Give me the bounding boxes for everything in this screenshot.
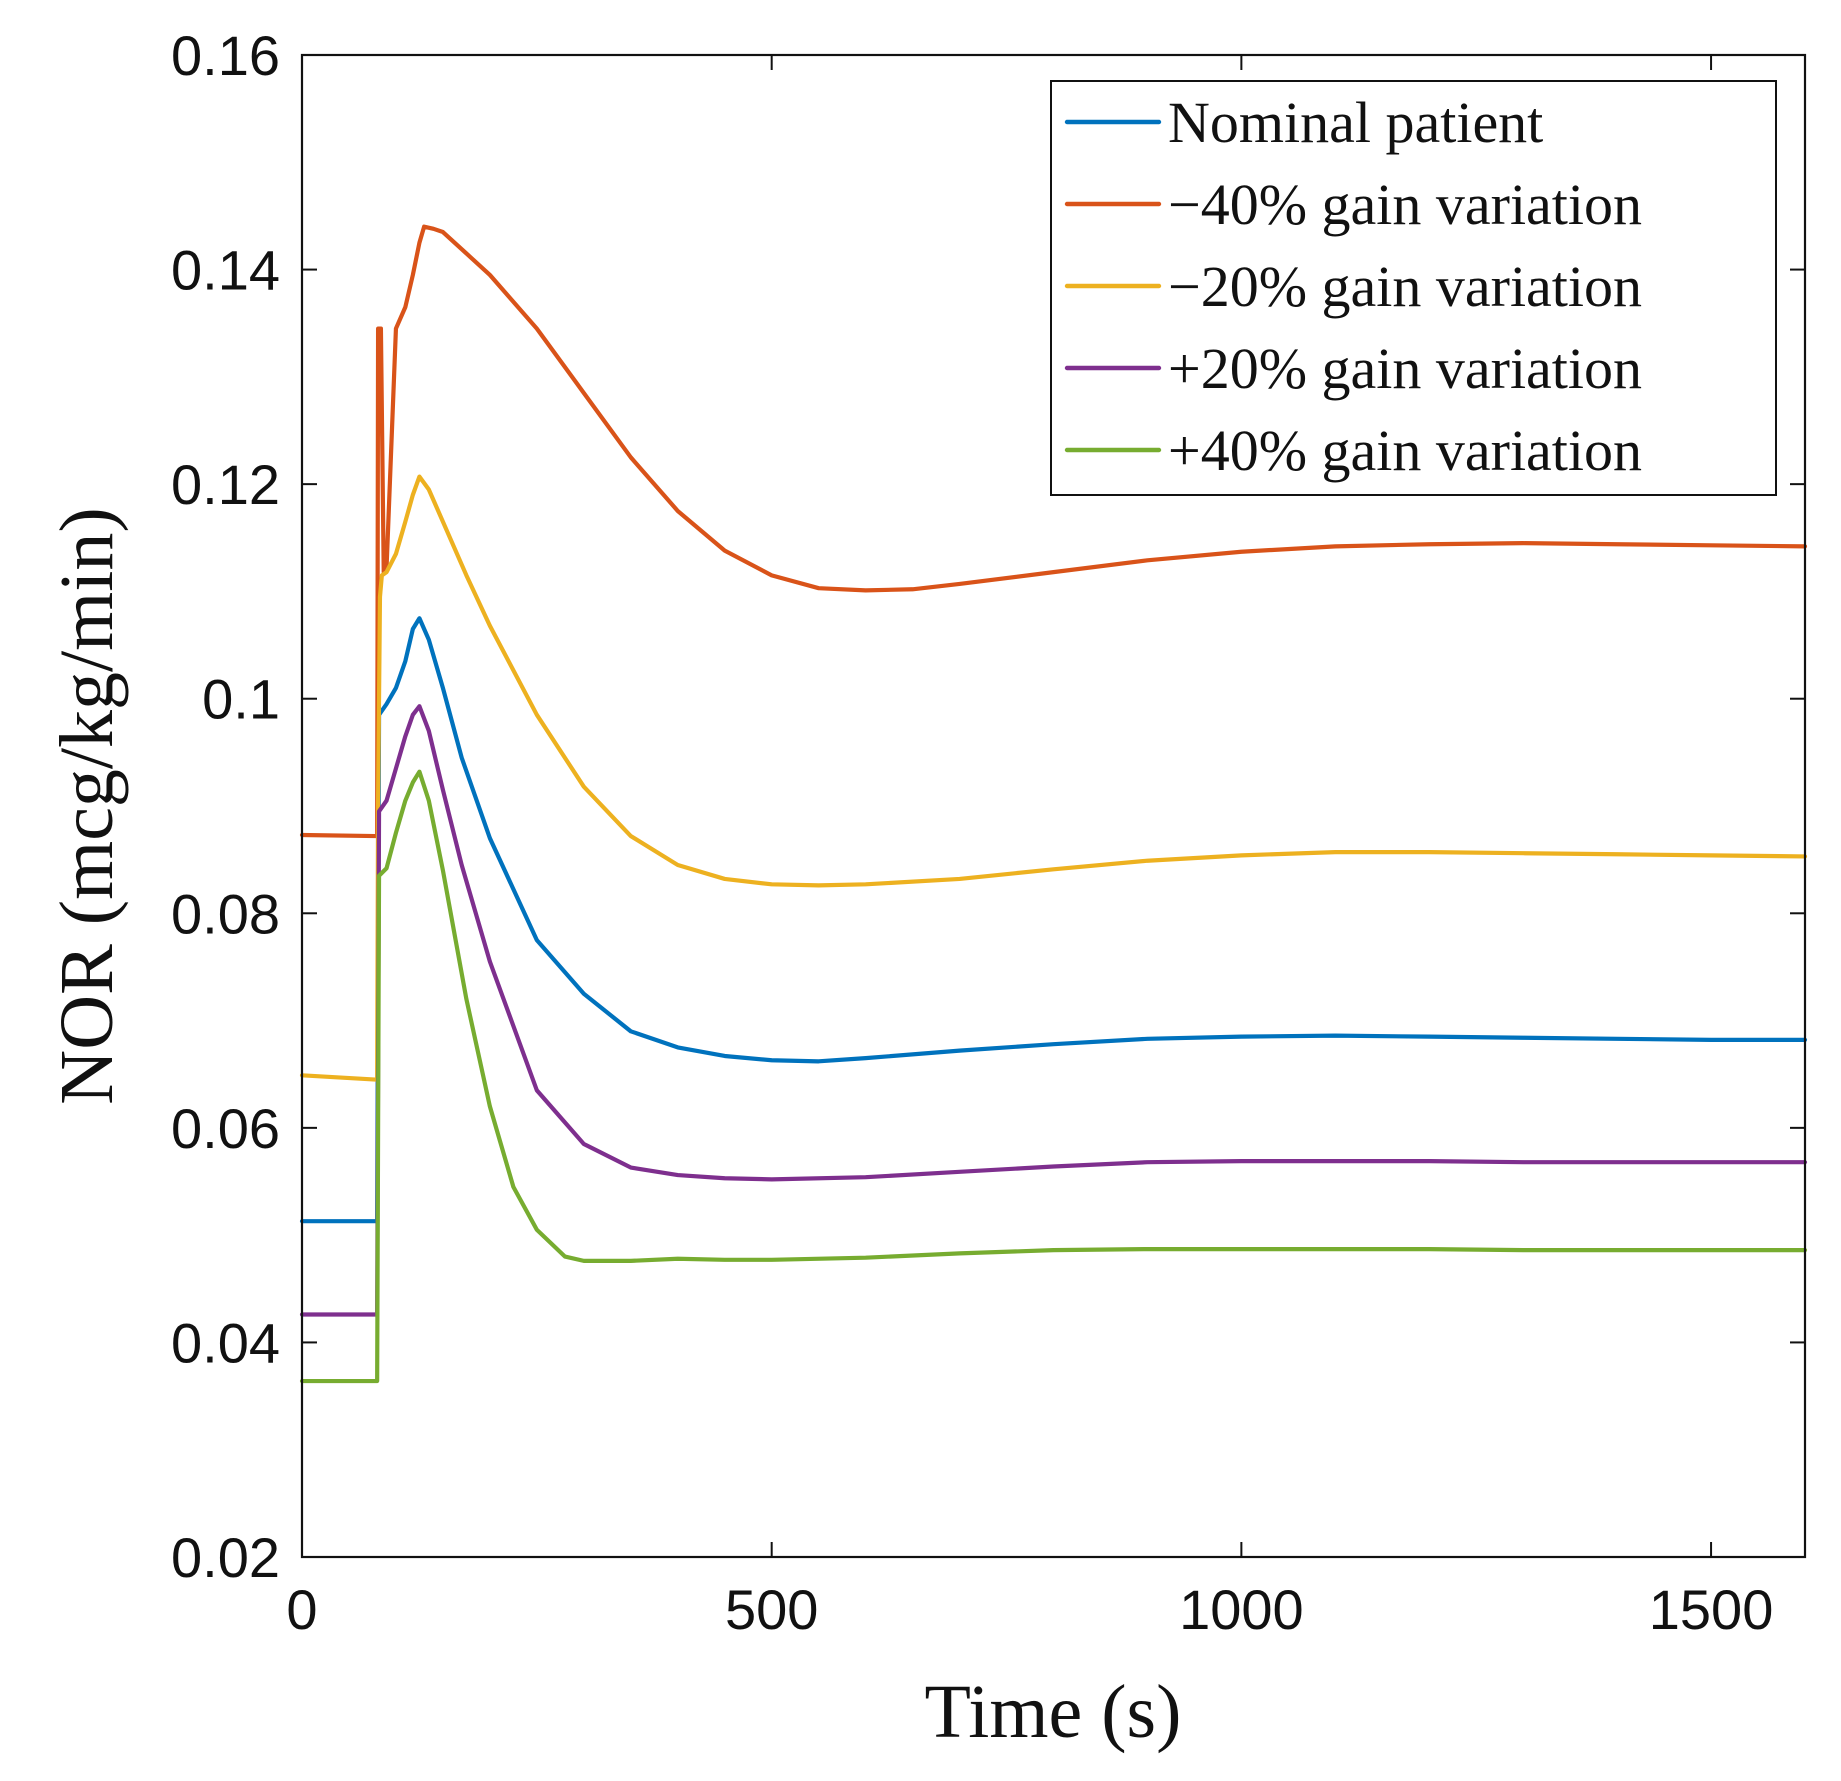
plot-lines	[299, 224, 1808, 1384]
legend: Nominal patient −40% gain variation −20% g…	[1050, 80, 1777, 496]
x-tick-label: 1000	[1179, 1578, 1304, 1641]
y-tick-label: 0.04	[171, 1311, 280, 1374]
series-line-4	[299, 704, 1808, 1317]
legend-items: Nominal patient −40% gain variation −20% g…	[1064, 90, 1642, 483]
y-tick-label: 0.14	[171, 239, 280, 302]
x-tick-label: 1500	[1649, 1578, 1774, 1641]
y-tick-label: 0.16	[171, 24, 280, 87]
legend-label-4: +20% gain variation	[1168, 336, 1642, 401]
y-tick-label: 0.06	[171, 1097, 280, 1160]
legend-box	[1050, 80, 1777, 496]
legend-label-3: −20% gain variation	[1168, 254, 1642, 319]
x-tick-label: 0	[286, 1578, 317, 1641]
legend-label-2: −40% gain variation	[1168, 172, 1642, 237]
y-tick-label: 0.12	[171, 453, 280, 516]
y-tick-label: 0.02	[171, 1526, 280, 1589]
x-tick-label: 500	[725, 1578, 818, 1641]
series-line-5	[299, 769, 1808, 1384]
series-line-2	[299, 224, 1808, 839]
series-line-1	[299, 616, 1808, 1224]
y-tick-label: 0.1	[202, 668, 280, 731]
legend-label-5: +40% gain variation	[1168, 418, 1642, 483]
tick-labels: 0 500 1000 1500 0.02 0.04 0.06 0.08 0.1 0.12 0.14 0…	[171, 24, 1773, 1641]
series-line-3	[299, 474, 1808, 1082]
y-tick-label: 0.08	[171, 882, 280, 945]
axis-ticks	[301, 54, 1805, 1558]
plot-frame	[300, 53, 1807, 1559]
x-axis-label: Time (s)	[925, 1670, 1182, 1754]
legend-label-1: Nominal patient	[1168, 90, 1543, 155]
y-axis-label: NOR (mcg/kg/min)	[45, 507, 129, 1104]
